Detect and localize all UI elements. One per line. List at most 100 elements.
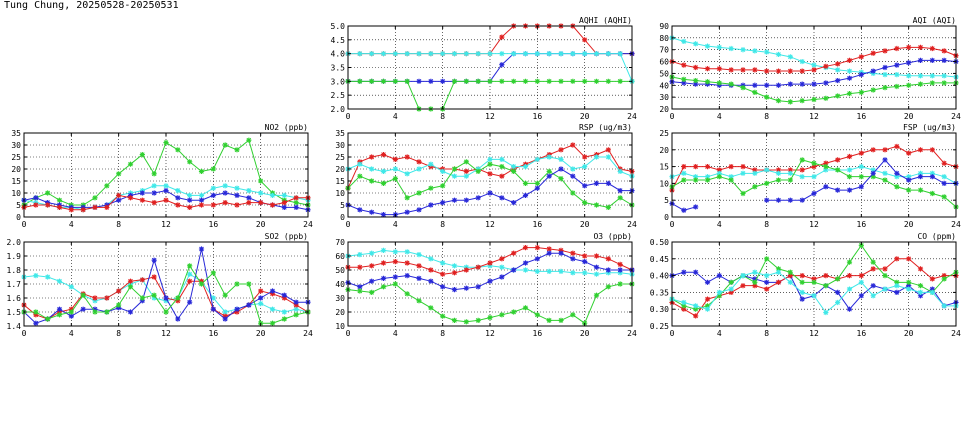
data-point-cyan [440,260,446,266]
data-point-blue [511,267,517,273]
data-point-red [870,147,876,153]
data-point-red [894,143,900,150]
chart-so2: 0 4 8 12 16 20 24 1.4 1.5 1.6 1.7 1.8 1.9 2.0 SO2 (ppb… [7,232,313,338]
data-point-green [917,81,924,87]
data-point-cyan [917,170,924,176]
data-point-blue [392,274,398,280]
data-point-green [380,284,387,290]
chart-title: NO2 (ppb) [265,123,308,132]
data-point-green [451,317,458,323]
data-point-cyan [917,289,924,295]
data-point-blue [917,57,924,63]
data-point-cyan [151,295,157,301]
data-point-red [534,245,540,251]
data-point-cyan [811,174,817,180]
x-tick-label: 24 [627,329,637,338]
chart-aqhi: 0 4 8 12 16 20 24 2.0 2.5 3.0 3.5 4.0 4.5 5.0 AQHI (AQ… [331,16,637,121]
data-point-blue [175,195,181,201]
data-point-cyan [752,269,758,275]
data-point-cyan [906,174,912,180]
data-point-blue [894,170,900,176]
data-point-blue [752,82,758,88]
data-point-blue [451,287,458,293]
data-point-cyan [392,166,398,172]
data-point-blue [139,298,145,304]
data-point-red [269,202,276,208]
data-point-red [704,164,711,170]
data-point-blue [416,207,422,213]
data-point-green [752,184,758,190]
x-tick-label: 24 [951,329,961,338]
y-tick-label: 1.9 [7,252,22,261]
data-point-red [56,309,63,315]
data-point-cyan [811,293,817,299]
data-point-blue [522,260,529,266]
y-tick-label: 0.30 [650,305,669,314]
data-point-cyan [716,170,722,176]
data-point-green [80,292,86,298]
data-point-red [570,142,576,148]
data-point-cyan [534,268,540,274]
data-point-green [740,190,746,197]
data-point-blue [929,286,935,292]
data-point-red [222,200,228,206]
data-point-red [882,266,888,272]
y-tick-label: 0.25 [650,322,669,331]
data-point-red [558,247,564,253]
data-point-green [941,80,947,86]
data-point-red [499,173,505,179]
data-point-blue [846,75,853,81]
data-point-red [704,66,711,72]
data-point-green [92,309,98,315]
data-point-cyan [463,264,469,270]
data-point-cyan [451,173,458,179]
data-point-red [369,154,375,160]
data-point-cyan [187,271,193,277]
data-point-blue [870,170,876,176]
data-point-blue [463,197,469,203]
data-point-red [917,266,924,272]
data-point-red [846,57,853,63]
data-point-cyan [882,170,888,176]
data-point-green [463,78,469,84]
data-point-red [392,259,398,265]
data-point-cyan [582,51,588,57]
data-point-blue [846,187,853,193]
data-point-cyan [775,170,782,176]
data-point-green [929,190,935,197]
data-point-green [787,99,793,105]
data-point-cyan [823,309,829,316]
data-point-cyan [511,164,517,170]
data-point-red [151,274,157,280]
data-point-green [234,281,240,287]
data-point-cyan [175,188,181,194]
x-tick-label: 12 [485,112,495,121]
data-point-cyan [380,51,387,57]
data-point-cyan [258,190,264,196]
data-point-blue [475,284,481,290]
data-point-green [858,89,864,95]
data-point-green [45,190,51,196]
data-point-blue [151,257,157,263]
data-point-blue [210,306,216,312]
x-tick-label: 24 [627,112,637,121]
y-tick-label: 0.45 [650,255,669,264]
data-point-cyan [380,247,387,253]
data-point-red [929,276,935,282]
data-point-cyan [582,164,588,170]
data-point-blue [68,313,74,319]
data-point-red [558,147,564,153]
data-point-green [210,270,216,276]
data-point-blue [33,195,39,201]
data-point-red [894,45,900,52]
data-point-cyan [823,167,829,173]
data-point-cyan [522,164,529,170]
x-tick-label: 4 [69,220,74,229]
chart-title: AQHI (AQHI) [579,16,632,25]
data-point-red [929,147,935,153]
data-point-green [617,78,623,84]
data-point-cyan [416,166,422,172]
data-point-green [728,177,734,183]
data-point-green [475,317,481,323]
data-point-green [369,289,375,295]
